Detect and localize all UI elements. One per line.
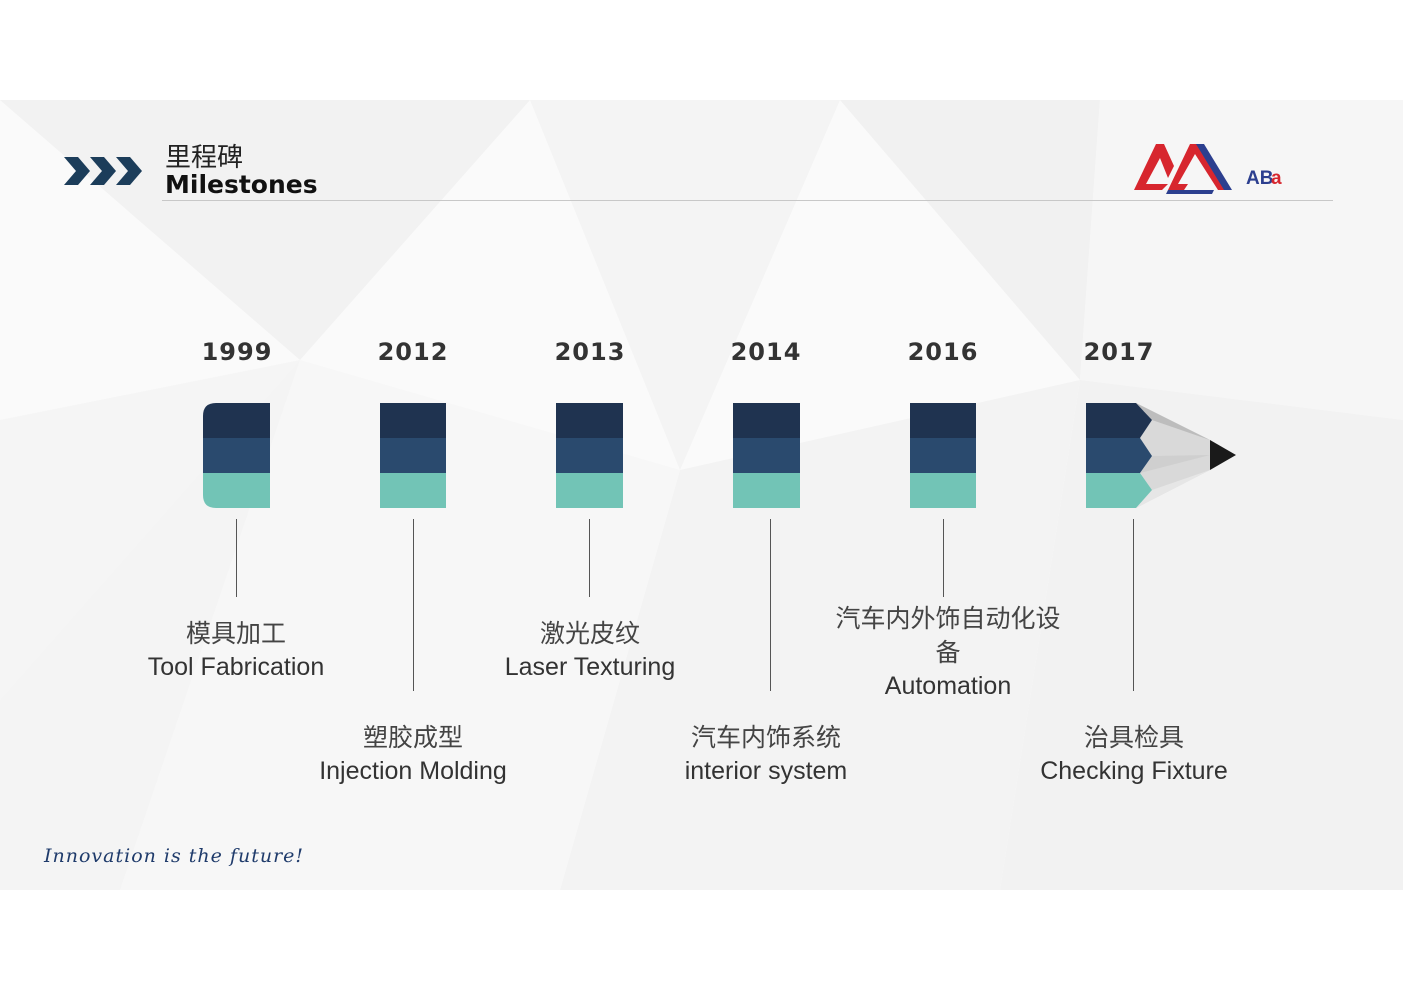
- pencil-segment-2016: [910, 403, 976, 508]
- pencil-segment-2014: [733, 403, 800, 508]
- milestone-year-2017: 2017: [1083, 338, 1155, 366]
- milestone-year-1999: 1999: [201, 338, 273, 366]
- milestone-label-en: Laser Texturing: [504, 653, 676, 681]
- milestone-label-cn: 模具加工: [185, 619, 286, 648]
- milestone-label-en: Automation: [884, 672, 1012, 700]
- milestone-label-1999: 模具加工 Tool Fabrication: [106, 617, 366, 684]
- company-logo: AB a: [1134, 144, 1282, 194]
- milestone-label-en: interior system: [684, 757, 848, 785]
- footer-slogan: Innovation is the future!: [44, 845, 305, 867]
- pencil-segment-2012: [380, 403, 446, 508]
- milestone-label-cn: 激光皮纹: [539, 619, 640, 648]
- milestone-label-2016: 汽车内外饰自动化设备 Automation: [833, 602, 1063, 703]
- pencil-segment-2017-tip: [1086, 403, 1236, 508]
- milestone-label-2012: 塑胶成型 Injection Molding: [283, 721, 543, 788]
- milestone-label-2013: 激光皮纹 Laser Texturing: [460, 617, 720, 684]
- milestone-label-en: Checking Fixture: [1040, 757, 1228, 785]
- svg-text:AB: AB: [1246, 168, 1273, 189]
- milestone-label-cn: 汽车内饰系统: [690, 723, 841, 752]
- milestone-label-cn: 治具检具: [1083, 723, 1184, 752]
- chevron-arrows-icon: [64, 157, 142, 185]
- connector-line: [413, 519, 414, 691]
- connector-line: [1133, 519, 1134, 691]
- connector-line: [236, 519, 237, 597]
- milestone-year-2012: 2012: [377, 338, 449, 366]
- connector-line: [770, 519, 771, 691]
- milestone-label-2017: 治具检具 Checking Fixture: [1004, 721, 1264, 788]
- svg-text:a: a: [1271, 168, 1282, 189]
- connector-line: [589, 519, 590, 597]
- page-title-cn: 里程碑: [165, 143, 244, 173]
- milestone-label-2014: 汽车内饰系统 interior system: [636, 721, 896, 788]
- milestone-label-en: Injection Molding: [319, 757, 507, 785]
- page-title-en: Milestones: [165, 170, 318, 199]
- pencil-segment-1999: [203, 403, 270, 508]
- milestone-label-en: Tool Fabrication: [147, 653, 325, 681]
- milestone-year-2016: 2016: [907, 338, 979, 366]
- milestone-label-cn: 汽车内外饰自动化设备: [835, 604, 1061, 667]
- header-divider: [162, 200, 1333, 201]
- milestone-year-2014: 2014: [730, 338, 802, 366]
- connector-line: [943, 519, 944, 597]
- milestone-year-2013: 2013: [554, 338, 626, 366]
- pencil-segment-2013: [556, 403, 623, 508]
- milestone-label-cn: 塑胶成型: [362, 723, 463, 752]
